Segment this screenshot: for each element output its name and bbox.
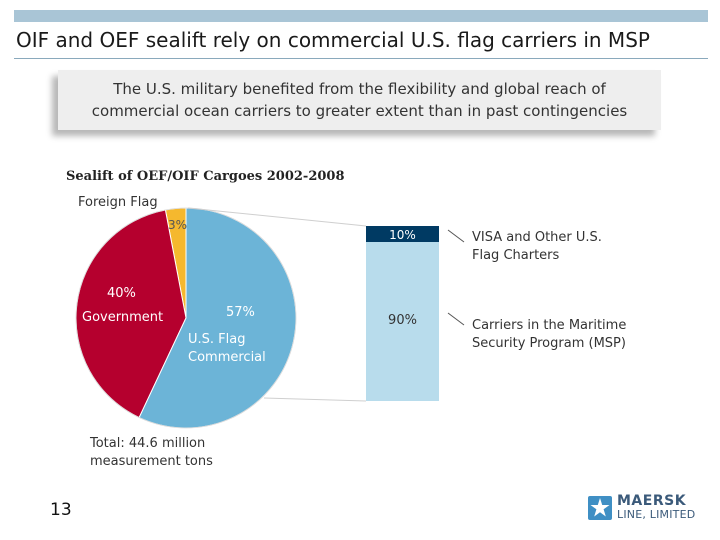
pie-label-commercial-percent: 57% (226, 305, 255, 320)
pie-outline (75, 207, 297, 429)
callout-line-2: commercial ocean carriers to greater ext… (91, 102, 628, 120)
pie-label-foreign-flag-name: Foreign Flag (78, 195, 158, 210)
leader-visa-charters (447, 229, 465, 243)
bar-segment-msp (366, 242, 439, 401)
page-number: 13 (50, 500, 72, 520)
bar-segment-visa-charters (366, 226, 439, 242)
callout-box: The U.S. military benefited from the fle… (58, 70, 661, 130)
chart-title: Sealift of OEF/OIF Cargoes 2002-2008 (66, 169, 345, 184)
top-accent-bar (14, 10, 708, 22)
pie-label-foreign-flag-percent: 3% (168, 218, 187, 232)
total-note: Total: 44.6 million measurement tons (89, 436, 213, 469)
leader-msp (447, 312, 465, 326)
callout-line-1: The U.S. military benefited from the fle… (113, 80, 606, 98)
bar-label-msp: 90% (388, 313, 417, 328)
legend-msp: Carriers in the Maritime Security Program… (472, 318, 626, 351)
legend-visa-charters: VISA and Other U.S. Flag Charters (472, 230, 602, 263)
slide-title: OIF and OEF sealift rely on commercial U… (16, 28, 650, 52)
pie-label-government-percent: 40% (107, 286, 136, 301)
connector-line-top (187, 207, 367, 227)
maersk-logo: MAERSK LINE, LIMITED (588, 494, 702, 524)
logo-text-line-limited: LINE, LIMITED (617, 508, 696, 521)
title-divider (14, 58, 708, 59)
pie-label-commercial-name: U.S. Flag Commercial (188, 332, 266, 365)
bar-label-visa-charters: 10% (389, 228, 416, 242)
connector-line-bottom (263, 397, 367, 402)
star-icon (588, 496, 612, 520)
pie-label-government-name: Government (82, 310, 163, 325)
logo-text-maersk: MAERSK (617, 493, 687, 509)
